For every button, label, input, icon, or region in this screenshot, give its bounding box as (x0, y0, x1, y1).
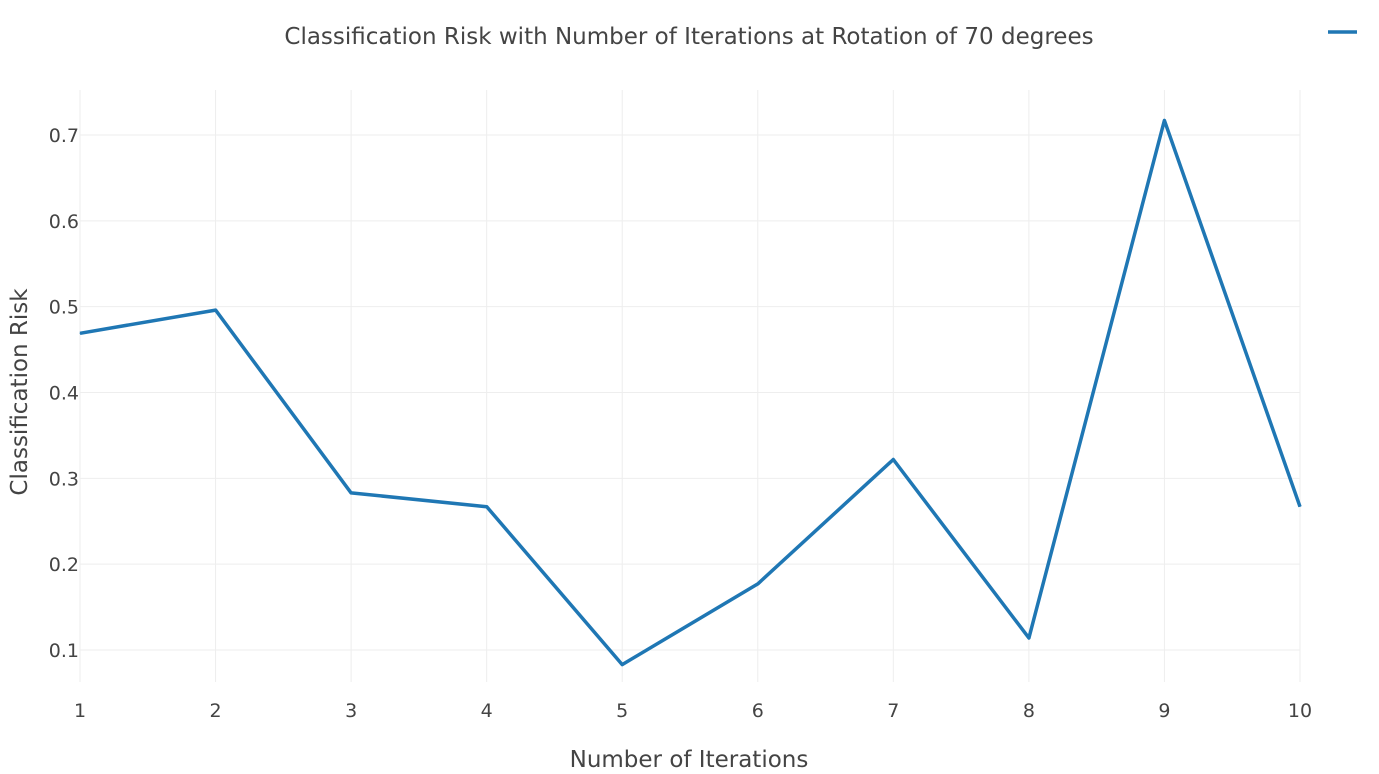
x-tick-label: 7 (887, 700, 899, 722)
y-tick-label: 0.1 (49, 640, 79, 662)
data-point (350, 492, 352, 494)
data-point (1163, 119, 1165, 121)
chart-title: Classification Risk with Number of Itera… (284, 24, 1093, 50)
grid-lines (79, 90, 1301, 682)
x-tick-label: 3 (345, 700, 357, 722)
series-lines (79, 118, 1302, 667)
x-tick-label: 2 (210, 700, 222, 722)
x-tick-label: 9 (1158, 700, 1170, 722)
x-axis-title: Number of Iterations (570, 747, 809, 773)
y-tick-label: 0.5 (49, 297, 79, 319)
series-line (79, 118, 1302, 667)
y-tick-label: 0.6 (49, 211, 79, 233)
y-tick-label: 0.3 (49, 468, 79, 490)
x-tick-label: 5 (616, 700, 628, 722)
y-tick-label: 0.4 (49, 383, 79, 405)
x-tick-label: 8 (1023, 700, 1035, 722)
x-tick-label: 1 (74, 700, 86, 722)
y-tick-label: 0.7 (49, 125, 79, 147)
y-tick-labels: 0.1 0.2 0.3 0.4 0.5 0.6 0.7 (49, 125, 79, 662)
x-tick-label: 10 (1288, 700, 1312, 722)
y-axis-title: Classification Risk (7, 288, 33, 496)
data-point (892, 458, 894, 460)
data-point (1299, 506, 1301, 508)
y-tick-label: 0.2 (49, 554, 79, 576)
data-point (215, 309, 217, 311)
data-point (486, 506, 488, 508)
x-tick-label: 4 (481, 700, 493, 722)
data-point (757, 583, 759, 585)
x-tick-label: 6 (752, 700, 764, 722)
data-point (79, 332, 81, 334)
data-point (621, 664, 623, 666)
data-point (1028, 637, 1030, 639)
x-tick-labels: 1 2 3 4 5 6 7 8 9 10 (74, 700, 1312, 722)
